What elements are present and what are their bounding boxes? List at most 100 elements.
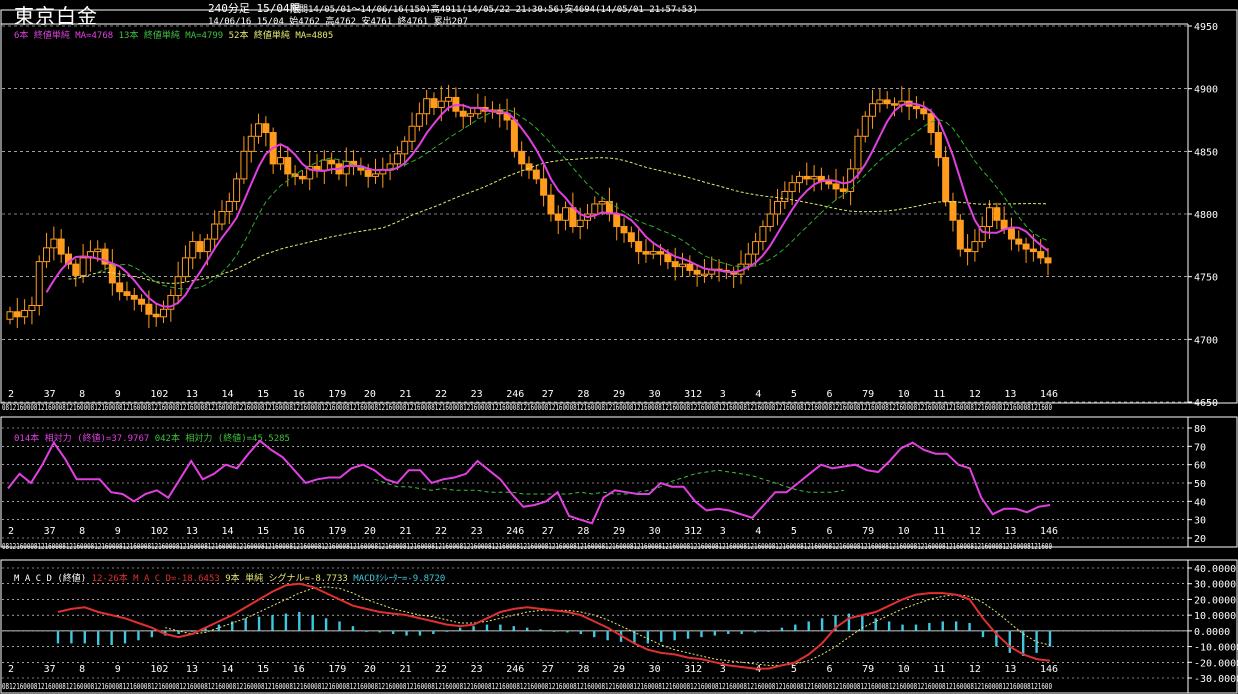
macd-osc-bar [217, 624, 221, 631]
macd-date-label: 14 [222, 664, 234, 675]
macd-osc-bar [713, 630, 717, 636]
macd-date-label: 29 [613, 664, 625, 675]
candle-body [554, 213, 562, 221]
candle-body [569, 207, 577, 228]
rsi-tick-label: 80 [1194, 424, 1206, 435]
macd-tick-label: -10.0000 [1194, 643, 1238, 654]
candle-body [1022, 243, 1030, 250]
price-date-label: 11 [933, 389, 945, 400]
price-tick-label: 4800 [1194, 210, 1218, 221]
rsi-date-label: 4 [755, 526, 761, 537]
macd-date-label: 102 [150, 664, 168, 675]
macd-tick-label: 30.0000 [1194, 580, 1236, 591]
macd-date-label: 28 [577, 664, 589, 675]
macd-title-legend: M A C D (終値) [14, 574, 87, 584]
rsi-date-label: 8 [79, 526, 85, 537]
candle-body [167, 294, 175, 310]
macd-osc-bar [874, 618, 877, 631]
rsi-date-label: 146 [1040, 526, 1058, 537]
macd-osc-bar [593, 630, 596, 638]
candle-body [276, 157, 284, 165]
candle-body [949, 200, 957, 221]
price-date-label: 4 [755, 389, 761, 400]
macd-legend: M A C D (終値) 12-26本 M A C D=-18.6453 9本 … [14, 571, 445, 584]
macd-signal-legend: 9本 単純 シグナル=-8.7733 [225, 574, 348, 584]
candle-body [328, 159, 336, 165]
candle-body [306, 165, 314, 180]
rsi-date-label: 102 [150, 526, 168, 537]
candle-body [781, 190, 789, 202]
macd-osc-bar [110, 630, 113, 645]
rsi-tick-label: 70 [1194, 442, 1206, 453]
rsi14-line [7, 439, 1051, 525]
macd-osc-bar [834, 615, 837, 631]
price-date-label: 22 [435, 389, 447, 400]
rsi-tick-label: 20 [1194, 534, 1206, 545]
macd-osc-bar [566, 630, 569, 633]
candle-body [1015, 238, 1023, 245]
macd-osc-bar [97, 630, 100, 645]
candle-body [459, 110, 467, 117]
price-date-label: 10 [898, 389, 910, 400]
macd-osc-bar [1008, 630, 1011, 653]
rsi-date-label: 79 [862, 526, 874, 537]
candle-body [467, 113, 475, 117]
price-date-label: 8 [79, 389, 85, 400]
candle-body [532, 169, 540, 180]
macd-osc-bar [820, 618, 824, 631]
candle-body [225, 200, 233, 212]
macd-line [57, 582, 1051, 670]
candle-body [160, 308, 168, 318]
candle-body [986, 207, 994, 228]
rsi-legend: 014本 相対力 (終値)=37.9767 042本 相対力 (終値)=45.5… [14, 431, 290, 444]
candle-body [1037, 251, 1045, 259]
macd-osc-bar [244, 618, 247, 631]
macd-osc-bar [311, 615, 314, 631]
macd-osc-bar [177, 630, 180, 634]
candle-body [890, 103, 898, 106]
candle-body [752, 241, 760, 255]
candle-body [43, 247, 51, 263]
price-date-label: 9 [115, 389, 121, 400]
candle-body [6, 311, 14, 320]
macd-osc-bar [914, 624, 918, 631]
price-date-label: 15 [257, 389, 269, 400]
price-date-label: 23 [471, 389, 483, 400]
rsi-date-label: 179 [328, 526, 346, 537]
candle-body [196, 241, 204, 253]
candle-body [79, 257, 87, 276]
candle-body [255, 123, 263, 137]
rsi-date-label: 28 [577, 526, 589, 537]
ma52-line [68, 157, 1048, 284]
candle-body [116, 282, 124, 293]
candle-body [415, 113, 423, 127]
candle-body [138, 298, 146, 305]
candle-body [671, 261, 679, 268]
rsi-date-label: 22 [435, 526, 447, 537]
macd-date-label: 79 [862, 664, 874, 675]
candle-body [693, 269, 701, 275]
price-date-label: 102 [150, 389, 168, 400]
candle-body [839, 188, 847, 192]
macd-osc-bar [794, 624, 797, 631]
rsi-date-label: 29 [613, 526, 625, 537]
rsi-date-label: 9 [115, 526, 121, 537]
macd-osc-bar [445, 630, 448, 632]
rsi-date-label: 10 [898, 526, 910, 537]
price-date-label: 27 [542, 389, 554, 400]
candle-body [576, 219, 584, 228]
candle-body [854, 135, 862, 170]
rsi-date-label: 16 [293, 526, 305, 537]
macd-osc-bar [365, 630, 368, 632]
macd-date-label: 22 [435, 664, 447, 675]
candle-body [912, 105, 920, 110]
candle-body [72, 263, 80, 276]
price-date-label: 16 [293, 389, 305, 400]
rsi-date-label: 5 [791, 526, 797, 537]
candle-body [978, 226, 986, 243]
ma6-line [45, 102, 1049, 308]
macd-tick-label: 20.0000 [1194, 595, 1236, 606]
macd-date-label: 179 [328, 664, 346, 675]
macd-osc-bar [633, 630, 636, 644]
price-tick-label: 4700 [1194, 335, 1218, 346]
